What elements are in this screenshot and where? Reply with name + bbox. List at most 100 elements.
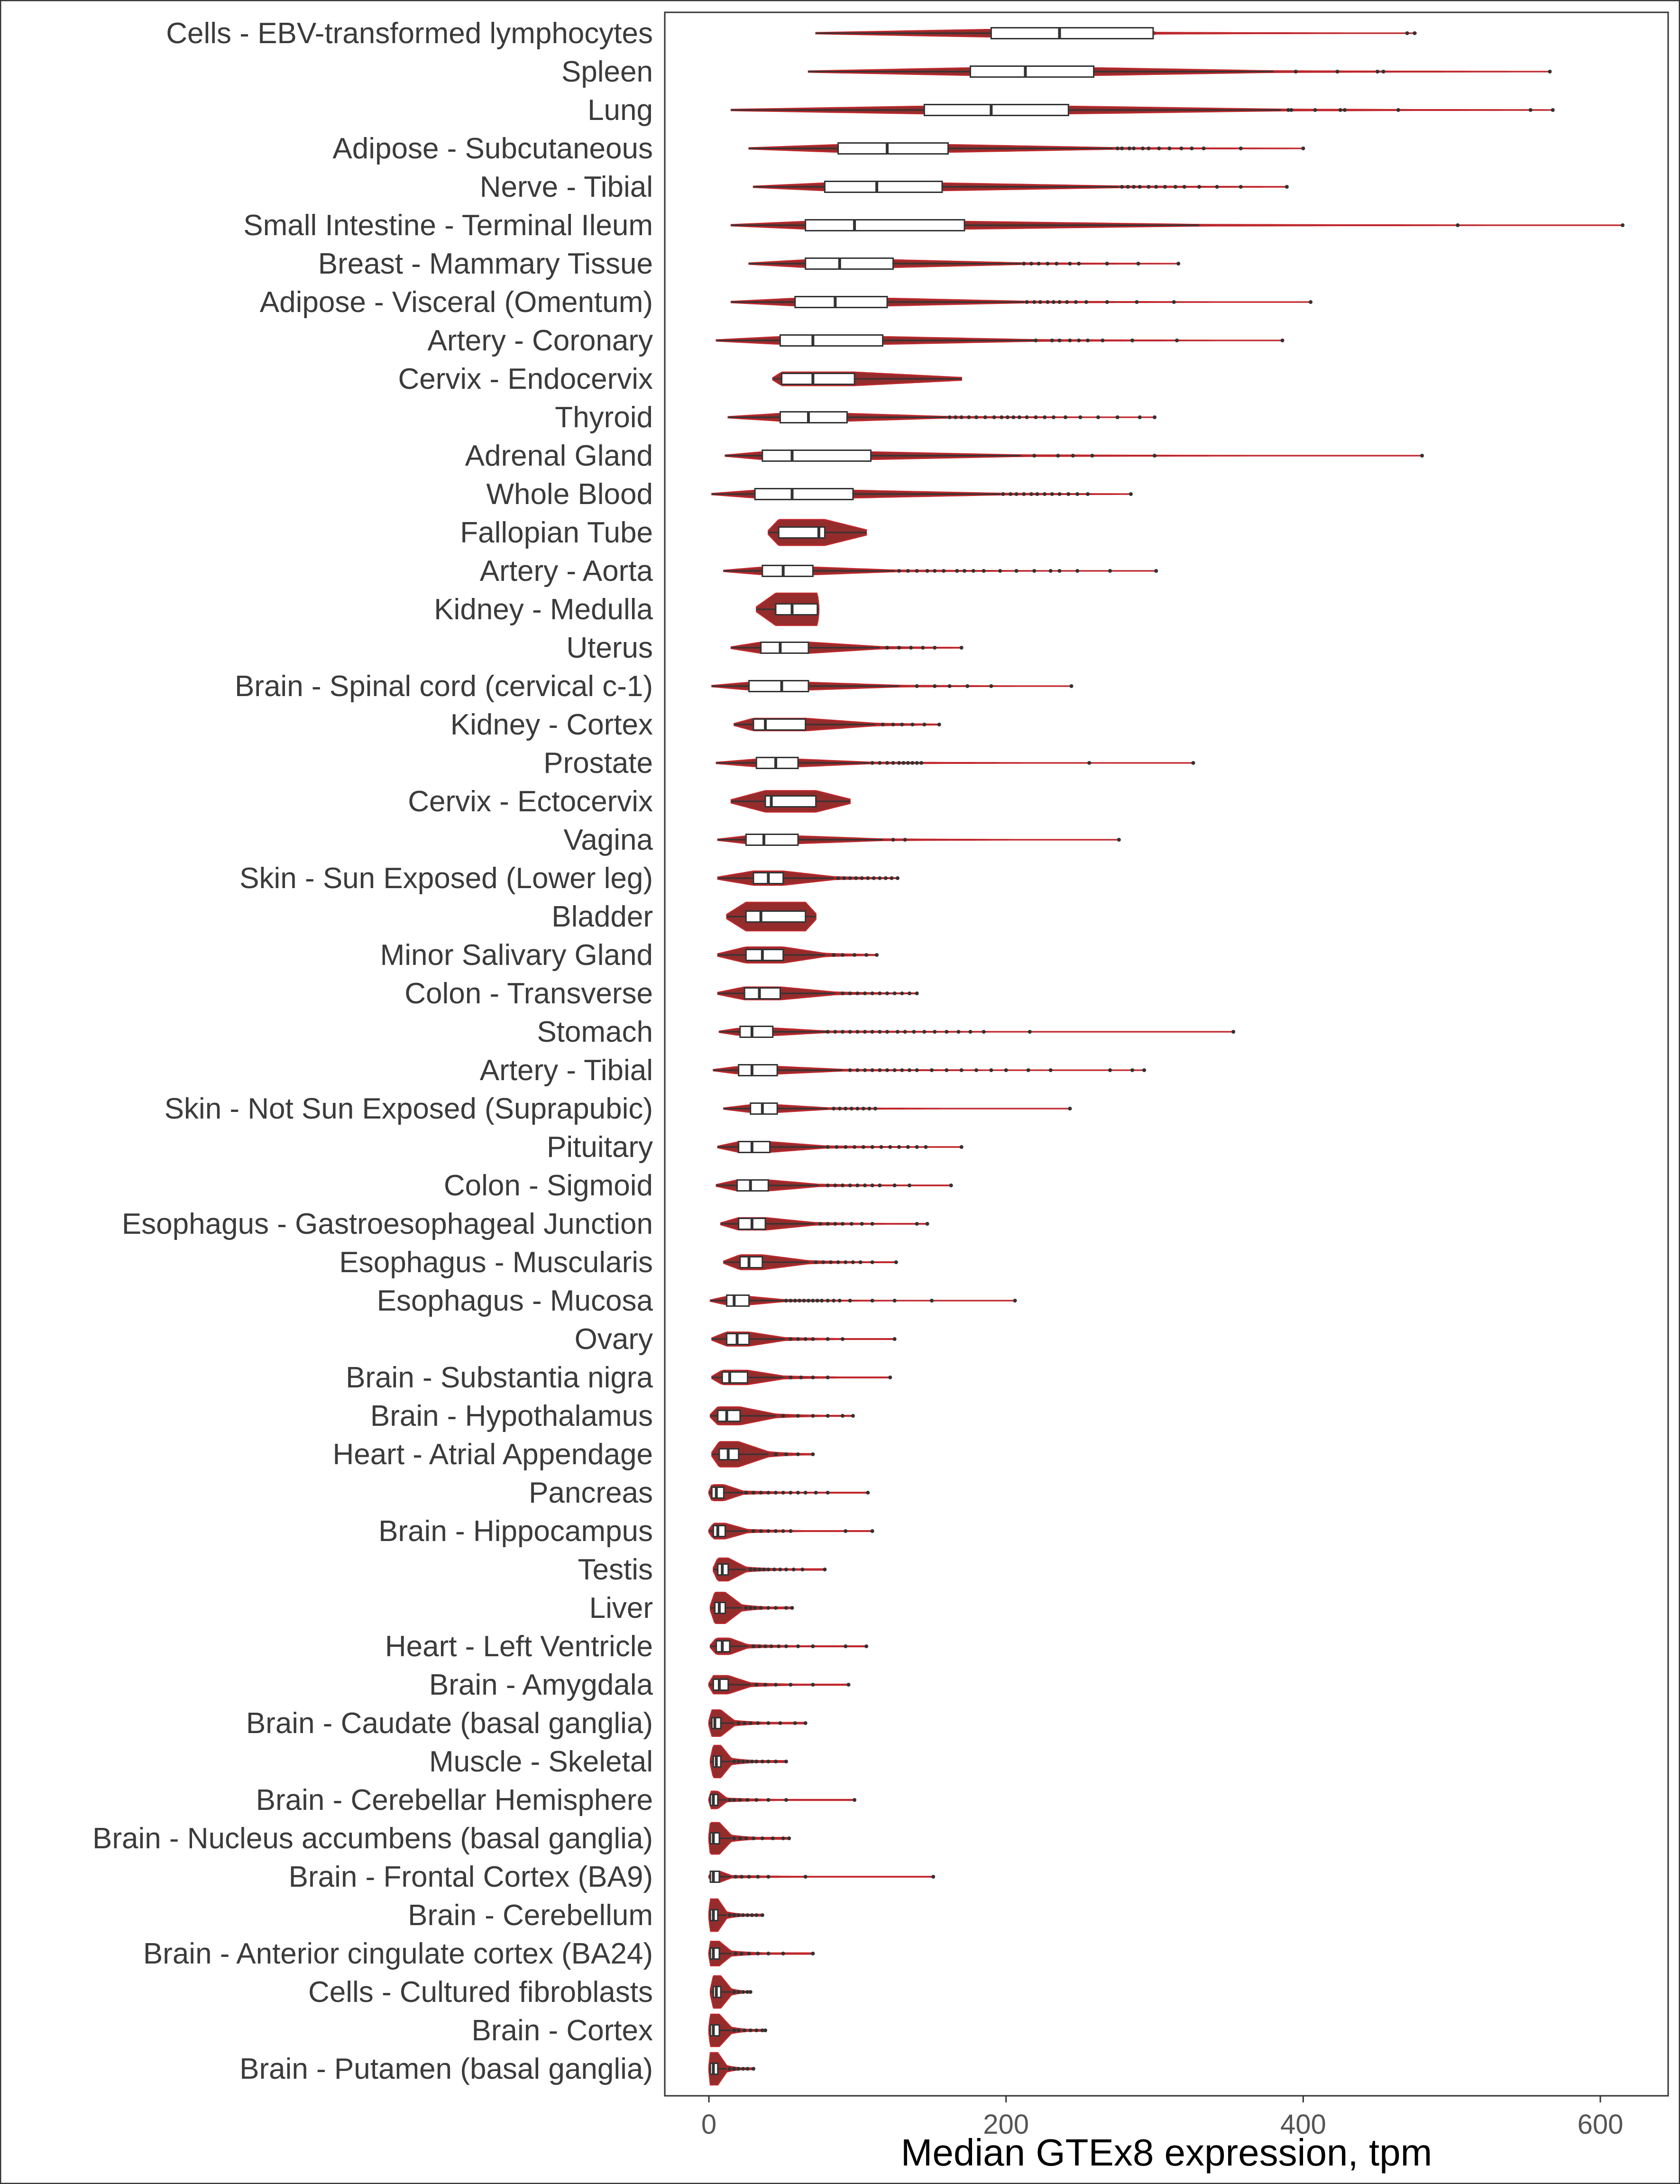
outlier-point <box>854 876 858 880</box>
outlier-point <box>910 723 915 726</box>
outlier-point <box>789 1683 793 1687</box>
outlier-point <box>826 1491 830 1495</box>
outlier-point <box>1050 339 1054 342</box>
outlier-point <box>743 1721 747 1725</box>
outlier-point <box>1064 415 1067 419</box>
outlier-point <box>982 1030 986 1034</box>
outlier-point <box>826 1337 830 1341</box>
iqr-box <box>721 1371 748 1384</box>
tissue-label: Brain - Hippocampus <box>378 1515 653 1548</box>
tissue-label: Uterus <box>566 632 653 664</box>
violin-row <box>708 2052 755 2086</box>
outlier-point <box>900 1068 904 1072</box>
outlier-point <box>1197 185 1201 189</box>
outlier-point <box>1025 300 1029 304</box>
outlier-point <box>837 1107 842 1110</box>
outlier-point <box>998 569 1002 573</box>
outlier-point <box>971 569 975 573</box>
outlier-point <box>1132 147 1136 150</box>
outlier-point <box>925 569 929 573</box>
outlier-point <box>1048 1068 1053 1072</box>
outlier-point <box>796 1414 800 1418</box>
outlier-point <box>879 1145 883 1149</box>
outlier-point <box>878 991 882 995</box>
tissue-label: Pancreas <box>529 1477 653 1509</box>
iqr-box <box>754 488 854 500</box>
outlier-point <box>937 723 941 726</box>
outlier-point <box>933 1030 937 1034</box>
outlier-point <box>802 1299 806 1303</box>
violin-row <box>708 1941 815 1966</box>
violin-row <box>708 1675 851 1695</box>
outlier-point <box>1022 262 1026 266</box>
outlier-point <box>1239 147 1243 150</box>
outlier-point <box>1130 339 1134 342</box>
outlier-point <box>881 723 885 726</box>
outlier-point <box>909 646 913 650</box>
tissue-label: Adipose - Visceral (Omentum) <box>260 286 653 319</box>
violin-row <box>711 488 1133 500</box>
outlier-point <box>781 1952 785 1955</box>
outlier-point <box>784 1798 788 1802</box>
outlier-point <box>866 876 870 880</box>
outlier-point <box>872 876 876 880</box>
tissue-label: Lung <box>588 94 653 127</box>
outlier-point <box>992 415 996 419</box>
outlier-point <box>947 684 952 688</box>
outlier-point <box>747 1875 751 1879</box>
outlier-point <box>781 1414 785 1418</box>
outlier-point <box>844 1529 848 1533</box>
outlier-point <box>1343 108 1347 112</box>
outlier-point <box>915 1068 919 1072</box>
outlier-point <box>832 953 836 957</box>
outlier-point <box>906 1145 910 1149</box>
outlier-point <box>1029 262 1033 266</box>
outlier-point <box>863 1030 867 1034</box>
outlier-point <box>760 2028 764 2032</box>
iqr-box <box>923 104 1069 116</box>
outlier-point <box>908 1184 911 1187</box>
outlier-point <box>1286 108 1290 112</box>
outlier-point <box>769 1644 773 1648</box>
x-axis-title: Median GTEx8 expression, tpm <box>901 2131 1432 2174</box>
outlier-point <box>888 1376 892 1379</box>
outlier-point <box>778 1721 782 1725</box>
outlier-point <box>832 1299 836 1303</box>
tissue-label: Brain - Nucleus accumbens (basal ganglia… <box>92 1822 653 1855</box>
outlier-point <box>826 1145 830 1149</box>
violin-row <box>734 717 941 732</box>
outlier-point <box>781 1836 785 1840</box>
outlier-point <box>895 876 900 880</box>
tissue-label: Liver <box>589 1592 653 1624</box>
outlier-point <box>766 1568 771 1571</box>
outlier-point <box>732 1760 736 1763</box>
outlier-point <box>1046 262 1050 266</box>
outlier-point <box>1000 415 1004 419</box>
violin-row <box>725 450 1424 462</box>
outlier-point <box>870 1145 874 1149</box>
outlier-point <box>878 1030 882 1034</box>
violin-row <box>748 142 1305 155</box>
tissue-label: Small Intestine - Terminal Ileum <box>243 209 653 242</box>
outlier-point <box>945 1030 949 1034</box>
x-tick-label: 200 <box>983 2109 1029 2140</box>
outlier-point <box>841 991 845 995</box>
outlier-point <box>945 1068 949 1072</box>
outlier-point <box>789 1337 793 1341</box>
outlier-point <box>861 1107 865 1110</box>
outlier-point <box>867 1107 872 1110</box>
outlier-point <box>853 953 857 957</box>
outlier-point <box>784 1452 788 1456</box>
outlier-point <box>793 1299 797 1303</box>
outlier-point <box>796 1337 800 1341</box>
outlier-point <box>752 1491 755 1495</box>
violin-row <box>748 257 1181 270</box>
outlier-point <box>766 1798 771 1802</box>
outlier-point <box>892 991 897 995</box>
tissue-label: Stomach <box>537 1016 653 1048</box>
outlier-point <box>1004 1068 1008 1072</box>
outlier-point <box>754 1683 759 1687</box>
outlier-point <box>959 415 964 419</box>
outlier-point <box>766 1721 771 1725</box>
outlier-point <box>1011 415 1016 419</box>
